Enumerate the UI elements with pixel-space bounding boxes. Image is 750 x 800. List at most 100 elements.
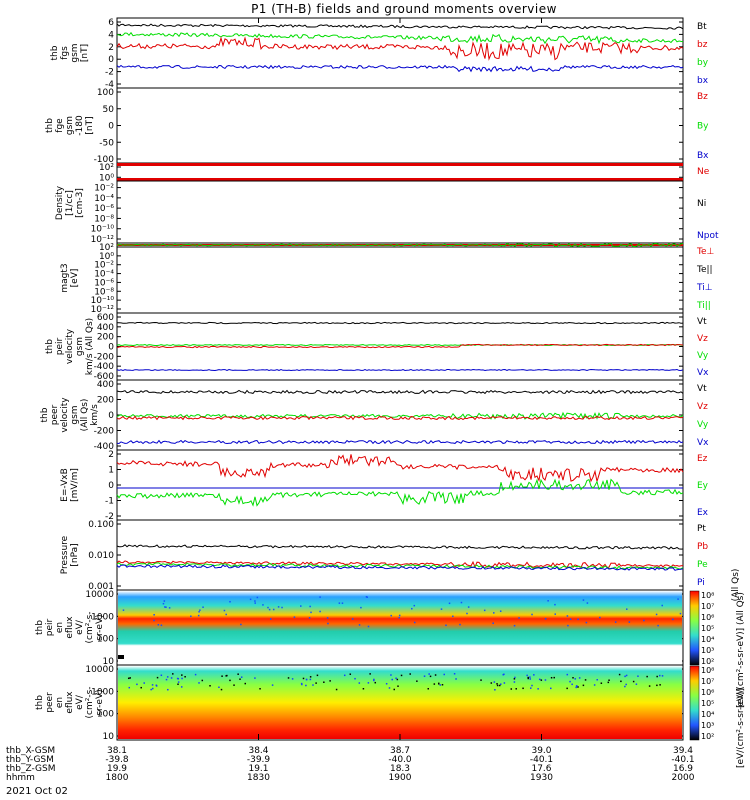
speckle [608, 679, 610, 681]
speckle [390, 614, 392, 617]
series-Vx [116, 368, 684, 372]
speckle [566, 615, 569, 617]
y-axis-label: [nT] [85, 116, 95, 134]
speckle [305, 678, 308, 681]
y-tick-label: 10⁻¹⁰ [91, 225, 115, 235]
speckle [459, 623, 461, 626]
legend-Pt: Pt [697, 524, 706, 534]
y-tick-label: 10⁻¹² [91, 235, 115, 245]
speckle [571, 683, 573, 686]
speckle [428, 673, 430, 675]
speckle [531, 684, 533, 687]
legend-Bt: Bt [697, 22, 707, 32]
speckle [527, 677, 529, 680]
speckle [202, 606, 204, 608]
speckle [544, 617, 547, 620]
y-tick-label: 10⁻⁸ [94, 214, 114, 224]
legend-Vy: Vy [697, 351, 709, 361]
series-by [116, 31, 684, 45]
speckle [177, 681, 180, 683]
colorbar-tick: 10³ [701, 721, 714, 730]
speckle [600, 682, 603, 684]
y-tick-label: 0.100 [88, 520, 114, 530]
speckle [249, 598, 252, 601]
speckle [180, 686, 183, 688]
legend-Ne: Ne [697, 167, 710, 177]
speckle [240, 623, 242, 626]
x-row-label: thb_Z-GSM [6, 764, 55, 774]
speckle [452, 615, 454, 618]
speckle [624, 675, 626, 678]
speckle [607, 681, 610, 684]
speckle [566, 687, 568, 690]
y-tick-label: 400 [97, 323, 114, 333]
panel-density [116, 162, 684, 244]
y-axis-label: gsm [75, 337, 85, 356]
speckle [199, 609, 201, 611]
speckle [527, 676, 529, 679]
speckle [229, 679, 231, 682]
y-tick-label: -400 [94, 442, 115, 452]
colorbar-tick: 10⁸ [701, 591, 714, 600]
speckle [439, 684, 442, 686]
speckle [327, 622, 329, 625]
legend-Vt: Vt [697, 317, 707, 327]
speckle [140, 686, 142, 689]
series-Ez [116, 454, 684, 483]
speckle [373, 678, 375, 681]
speckle [455, 678, 457, 680]
y-tick-label: 10⁻¹⁰ [91, 296, 115, 306]
legend-by: by [697, 58, 709, 68]
speckle [553, 676, 555, 679]
y-axis-label: sr-eV) [95, 689, 105, 715]
legend-Bz: Bz [697, 92, 708, 102]
speckle [358, 682, 361, 684]
series-Pi [116, 564, 684, 571]
y-tick-label: -200 [94, 352, 115, 362]
y-tick-label: 2 [108, 450, 114, 460]
speckle [254, 677, 256, 679]
y-tick-label: 10⁻⁶ [94, 204, 114, 214]
speckle [360, 606, 362, 609]
speckle [656, 684, 658, 687]
y-tick-label: 0 [108, 122, 114, 132]
legend-Bx: Bx [697, 151, 709, 161]
speckle [453, 673, 456, 675]
speckle [577, 686, 579, 688]
x-tick-value: 1930 [530, 773, 553, 783]
speckle [513, 681, 516, 683]
y-tick-label: 10 [103, 732, 115, 742]
speckle [366, 596, 369, 598]
speckle [582, 599, 585, 601]
speckle [661, 604, 663, 607]
speckle [625, 674, 628, 677]
y-axis-label: fgs [60, 46, 70, 60]
speckle [315, 682, 317, 684]
panel-fgs [116, 17, 684, 89]
speckle [153, 614, 155, 616]
x-tick-value: 18.3 [390, 764, 410, 774]
speckle [513, 678, 516, 680]
speckle [127, 677, 130, 680]
speckle [181, 677, 183, 680]
speckle [460, 601, 463, 604]
speckle [529, 676, 531, 678]
speckle [538, 678, 541, 681]
speckle [596, 679, 598, 681]
y-axis-label: Pressure [60, 535, 70, 574]
speckle [502, 673, 505, 676]
speckle [413, 621, 416, 624]
y-tick-label: 6 [108, 18, 114, 28]
speckle [254, 602, 256, 604]
speckle [529, 678, 532, 680]
colorbar-label-lower: [eV/(cm²-s-sr-eV)] [736, 688, 746, 768]
speckle [577, 618, 579, 621]
y-tick-label: 0 [108, 481, 114, 491]
speckle [494, 688, 496, 691]
colorbar-ion [689, 590, 700, 666]
legend-Ez: Ez [697, 454, 708, 464]
speckle [437, 683, 440, 685]
speckle [496, 684, 499, 687]
speckle [656, 675, 658, 678]
